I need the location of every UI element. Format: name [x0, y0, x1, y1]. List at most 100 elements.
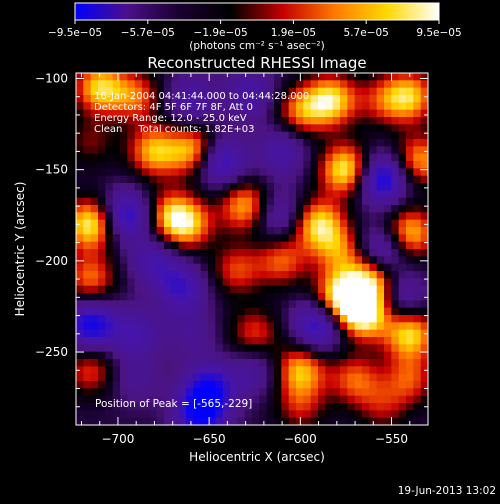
- heatmap-cell: [244, 234, 253, 243]
- heatmap-cell: [186, 139, 194, 147]
- heatmap-cell: [76, 131, 84, 140]
- heatmap-cell: [274, 366, 282, 375]
- heatmap-cell: [156, 322, 165, 331]
- heatmap-cell: [127, 271, 136, 279]
- heatmap-cell: [215, 329, 224, 338]
- heatmap-cell: [186, 285, 194, 294]
- heatmap-cell: [266, 197, 275, 206]
- heatmap-cell: [127, 388, 136, 397]
- heatmap-cell: [90, 205, 99, 213]
- heatmap-cell: [420, 124, 428, 133]
- heatmap-cell: [83, 344, 92, 353]
- heatmap-cell: [310, 146, 319, 155]
- heatmap-cell: [332, 117, 341, 125]
- heatmap-cell: [98, 329, 106, 338]
- heatmap-cell: [98, 315, 106, 323]
- heatmap-cell: [186, 293, 194, 301]
- heatmap-cell: [208, 315, 216, 323]
- heatmap-cell: [215, 131, 224, 140]
- heatmap-cell: [171, 351, 180, 360]
- heatmap-cell: [222, 417, 231, 425]
- heatmap-cell: [288, 351, 297, 360]
- heatmap-cell: [384, 124, 392, 133]
- heatmap-cell: [420, 95, 428, 103]
- heatmap-cell: [310, 417, 319, 425]
- heatmap-cell: [362, 285, 370, 294]
- heatmap-cell: [369, 366, 378, 375]
- heatmap-cell: [369, 227, 378, 235]
- heatmap-cell: [259, 183, 268, 191]
- heatmap-cell: [237, 212, 246, 221]
- heatmap-cell: [186, 410, 194, 419]
- heatmap-cell: [398, 322, 407, 331]
- heatmap-cell: [208, 271, 216, 279]
- heatmap-cell: [200, 234, 209, 243]
- heatmap-cell: [303, 256, 312, 265]
- heatmap-cell: [362, 139, 370, 147]
- heatmap-cell: [274, 315, 282, 323]
- heatmap-cell: [274, 381, 282, 389]
- heatmap-cell: [164, 329, 172, 338]
- heatmap-cell: [274, 278, 282, 287]
- heatmap-cell: [391, 109, 400, 118]
- heatmap-cell: [98, 212, 106, 221]
- heatmap-cell: [347, 161, 356, 169]
- heatmap-cell: [98, 109, 106, 118]
- heatmap-cell: [296, 205, 304, 213]
- heatmap-cell: [186, 197, 194, 206]
- heatmap-cell: [340, 87, 348, 96]
- heatmap-cell: [384, 373, 392, 382]
- heatmap-cell: [208, 410, 216, 419]
- heatmap-cell: [90, 381, 99, 389]
- heatmap-cell: [252, 117, 260, 125]
- heatmap-cell: [318, 117, 326, 125]
- heatmap-cell: [252, 80, 260, 89]
- heatmap-cell: [208, 190, 216, 199]
- heatmap-cell: [215, 139, 224, 147]
- heatmap-cell: [391, 366, 400, 375]
- heatmap-cell: [398, 359, 407, 367]
- heatmap-cell: [347, 109, 356, 118]
- heatmap-cell: [164, 315, 172, 323]
- heatmap-cell: [90, 395, 99, 404]
- heatmap-cell: [303, 293, 312, 301]
- heatmap-cell: [281, 124, 290, 133]
- heatmap-cell: [413, 403, 422, 411]
- heatmap-cell: [369, 175, 378, 184]
- heatmap-cell: [340, 212, 348, 221]
- heatmap-cell: [112, 381, 121, 389]
- heatmap-cell: [120, 388, 128, 397]
- heatmap-cell: [420, 249, 428, 257]
- heatmap-cell: [303, 146, 312, 155]
- heatmap-cell: [120, 241, 128, 250]
- heatmap-cell: [252, 249, 260, 257]
- colorbar-tick-label: 1.9e−05: [271, 27, 316, 39]
- heatmap-cell: [105, 322, 114, 331]
- heatmap-cell: [208, 102, 216, 111]
- heatmap-cell: [208, 395, 216, 404]
- heatmap-cell: [237, 285, 246, 294]
- heatmap-cell: [384, 227, 392, 235]
- heatmap-cell: [200, 190, 209, 199]
- heatmap-cell: [288, 256, 297, 265]
- heatmap-cell: [171, 168, 180, 177]
- heatmap-cell: [186, 373, 194, 382]
- heatmap-cell: [354, 293, 363, 301]
- heatmap-cell: [274, 117, 282, 125]
- heatmap-cell: [222, 359, 231, 367]
- heatmap-cell: [142, 109, 150, 118]
- heatmap-cell: [112, 278, 121, 287]
- heatmap-cell: [120, 139, 128, 147]
- heatmap-cell: [164, 205, 172, 213]
- heatmap-cell: [156, 234, 165, 243]
- heatmap-cell: [230, 271, 238, 279]
- heatmap-cell: [406, 337, 414, 345]
- heatmap-cell: [83, 329, 92, 338]
- heatmap-cell: [398, 366, 407, 375]
- heatmap-cell: [200, 161, 209, 169]
- heatmap-cell: [200, 271, 209, 279]
- heatmap-cell: [398, 227, 407, 235]
- heatmap-cell: [127, 95, 136, 103]
- heatmap-cell: [332, 329, 341, 338]
- heatmap-cell: [332, 359, 341, 367]
